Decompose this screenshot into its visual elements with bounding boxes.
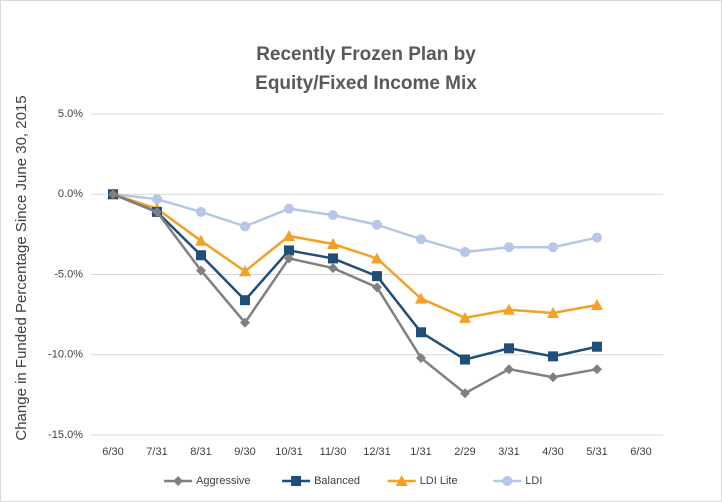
series-line	[112, 193, 598, 361]
x-tick-label: 7/31	[146, 446, 167, 458]
x-tick-label: 5/31	[586, 446, 607, 458]
x-tick-label: 8/31	[190, 446, 211, 458]
marker	[152, 206, 162, 217]
y-tick-label: 0.0%	[58, 188, 83, 200]
legend-label: Aggressive	[196, 475, 250, 487]
marker	[459, 311, 471, 323]
y-tick-label: -5.0%	[54, 268, 83, 280]
marker	[548, 351, 558, 362]
y-tick-label: -10.0%	[48, 349, 83, 361]
series-line	[112, 193, 598, 254]
marker	[284, 253, 294, 264]
marker	[291, 476, 302, 486]
marker	[240, 221, 250, 232]
x-tick-label: 4/30	[542, 446, 563, 458]
marker	[592, 364, 602, 375]
marker	[547, 307, 559, 319]
marker	[416, 352, 426, 363]
marker	[504, 343, 514, 354]
marker	[395, 475, 408, 486]
marker	[415, 292, 427, 304]
marker	[503, 303, 515, 315]
marker	[504, 242, 514, 253]
marker	[416, 234, 426, 245]
legend-label: LDI Lite	[420, 475, 458, 487]
x-tick-label: 9/30	[234, 446, 255, 458]
marker	[328, 263, 338, 274]
x-tick-label: 12/31	[363, 446, 391, 458]
marker	[372, 219, 382, 230]
marker	[548, 242, 558, 253]
x-tick-label: 1/31	[410, 446, 431, 458]
series-line	[112, 193, 598, 320]
marker	[284, 203, 294, 214]
marker	[460, 388, 470, 399]
marker	[284, 245, 294, 256]
marker	[328, 253, 338, 264]
y-axis-label: Change in Funded Percentage Since June 3…	[13, 95, 30, 440]
marker	[240, 317, 250, 328]
marker	[196, 206, 206, 217]
marker	[108, 189, 118, 200]
y-tick-label: -15.0%	[48, 429, 83, 441]
marker	[592, 341, 602, 352]
series-line	[112, 193, 598, 395]
marker	[195, 234, 207, 246]
x-tick-label: 3/31	[498, 446, 519, 458]
marker	[372, 282, 382, 293]
legend-label: Balanced	[314, 475, 360, 487]
marker	[504, 364, 514, 375]
marker	[460, 247, 470, 258]
x-tick-label: 10/31	[275, 446, 303, 458]
marker	[371, 252, 383, 264]
marker	[196, 250, 206, 261]
marker	[239, 265, 251, 277]
marker	[372, 271, 382, 282]
marker	[416, 327, 426, 338]
y-tick-label: 5.0%	[58, 108, 83, 120]
chart-title: Equity/Fixed Income Mix	[255, 73, 477, 94]
marker	[328, 210, 338, 221]
marker	[592, 232, 602, 243]
marker	[460, 354, 470, 365]
legend-label: LDI	[525, 475, 542, 487]
marker	[152, 194, 162, 205]
marker	[196, 265, 206, 276]
marker	[502, 476, 513, 486]
marker	[173, 476, 184, 486]
chart-title: Recently Frozen Plan by	[256, 44, 476, 65]
x-tick-label: 6/30	[102, 446, 123, 458]
marker	[283, 229, 295, 241]
marker	[327, 238, 339, 250]
x-tick-label: 2/29	[454, 446, 475, 458]
x-tick-label: 6/30	[630, 446, 651, 458]
marker	[591, 298, 603, 310]
marker	[548, 372, 558, 383]
marker	[240, 295, 250, 306]
x-tick-label: 11/30	[320, 446, 347, 458]
